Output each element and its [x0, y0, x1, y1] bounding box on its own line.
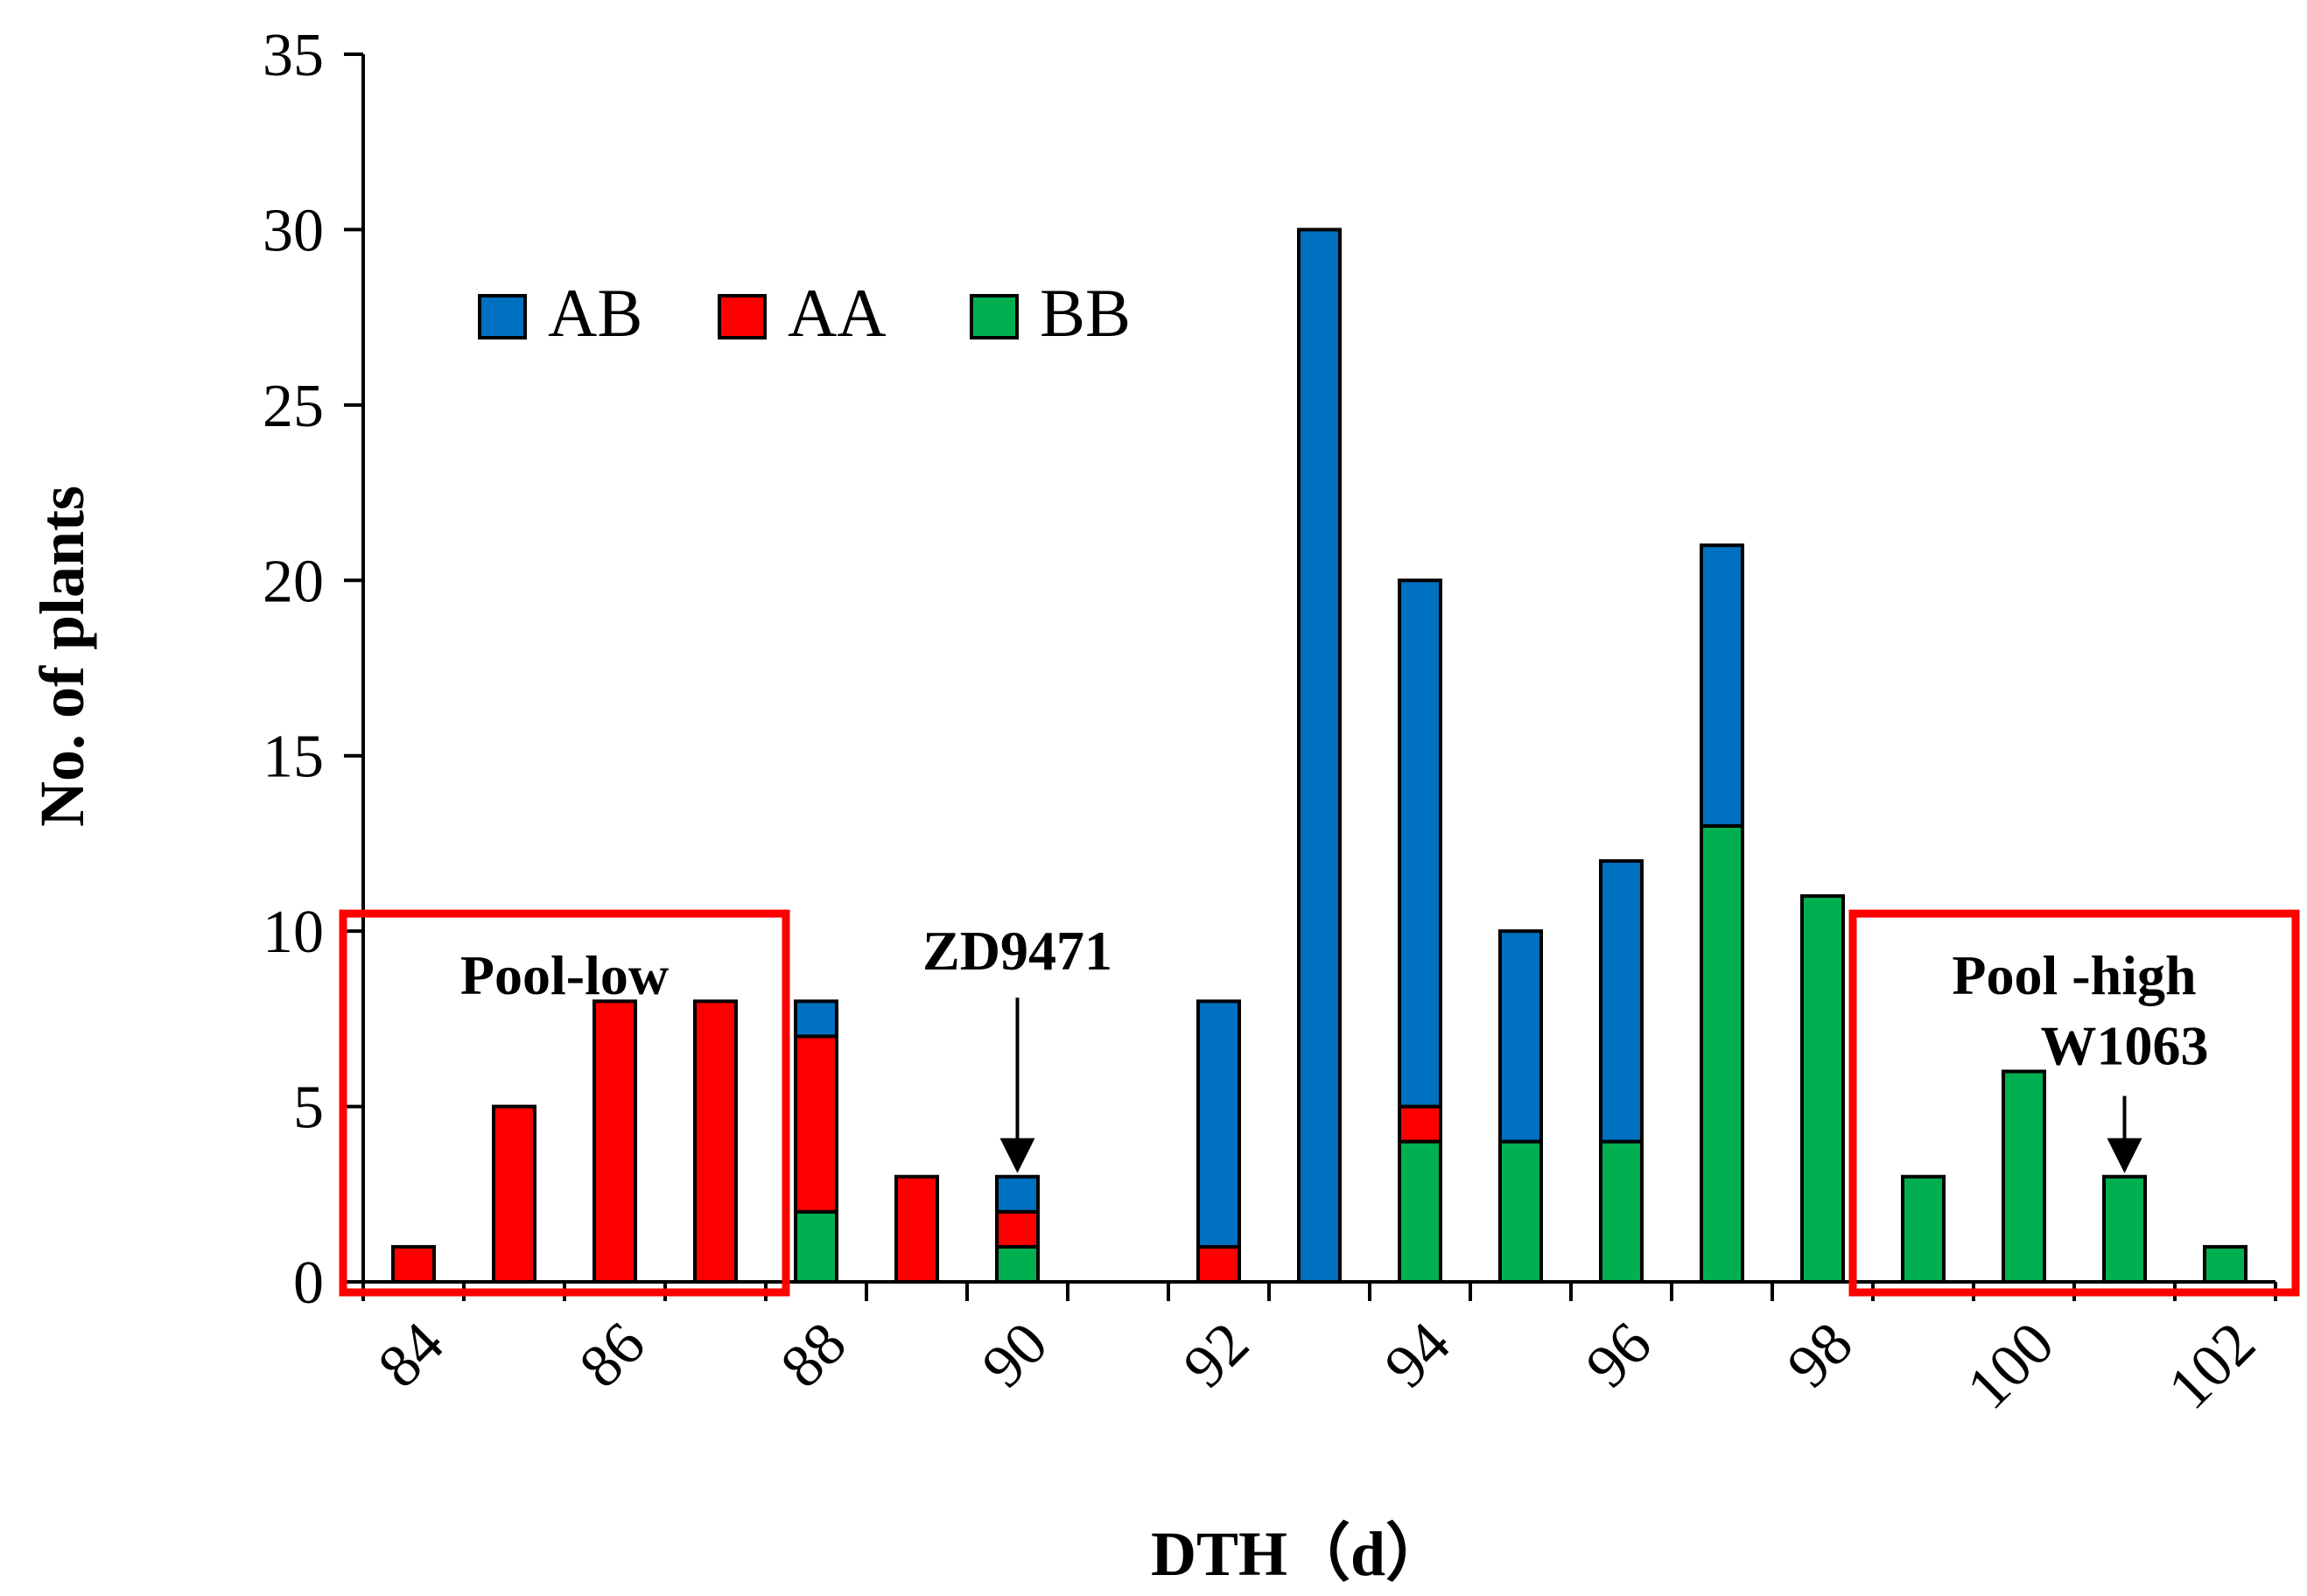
- axes: 0 5 10 15 20 25 30 35 84 86 88 90 92 94 96 98 100 102: [263, 22, 2277, 1423]
- x-tick-label-84: 84: [366, 1310, 457, 1401]
- bar-bb-98: [1800, 894, 1845, 1284]
- bar-ab-94: [1398, 578, 1442, 1109]
- bar-aa-88: [794, 1034, 838, 1214]
- legend: AB AA BB: [478, 275, 1131, 351]
- bar-bb-97: [1700, 823, 1744, 1284]
- x-tick-label-90: 90: [970, 1310, 1061, 1401]
- x-tick-label-96: 96: [1574, 1310, 1665, 1401]
- y-tick-label-20: 20: [263, 548, 324, 615]
- bar-bb-100: [2002, 1069, 2046, 1284]
- bar-aa-84: [391, 1244, 436, 1284]
- legend-label-ab: AB: [548, 275, 642, 351]
- bar-bb-95: [1498, 1139, 1543, 1284]
- bar-ab-97: [1700, 543, 1744, 828]
- x-tick-label-88: 88: [768, 1310, 859, 1401]
- bar-bb-96: [1599, 1139, 1644, 1284]
- y-axis-title: No. of plants: [27, 486, 97, 827]
- y-tick-label-5: 5: [293, 1074, 324, 1142]
- bar-bb-101: [2102, 1174, 2147, 1284]
- y-tick-label-10: 10: [263, 899, 324, 966]
- arrow-head-w1063: [2107, 1138, 2142, 1173]
- legend-swatch-bb: [970, 294, 1019, 340]
- x-tick-label-102: 102: [2156, 1310, 2268, 1423]
- bar-aa-89: [894, 1174, 939, 1284]
- bar-ab-95: [1498, 929, 1543, 1144]
- annotation-box-pool-low: [339, 909, 790, 1297]
- x-tick-label-98: 98: [1775, 1310, 1866, 1401]
- y-tick-label-15: 15: [263, 724, 324, 791]
- legend-swatch-aa: [718, 294, 767, 340]
- annotation-label-pool-high: Pool -high: [1952, 944, 2196, 1006]
- bar-bb-90: [995, 1244, 1040, 1284]
- bar-aa-94: [1398, 1104, 1442, 1144]
- bar-aa-92: [1196, 1244, 1241, 1284]
- legend-swatch-ab: [478, 294, 527, 340]
- bar-bb-99: [1901, 1174, 1946, 1284]
- arrow-head-zd9471: [999, 1138, 1035, 1173]
- annotations: Pool-low Pool -high ZD9471 W1063: [339, 909, 2300, 1297]
- bar-aa-86: [593, 999, 637, 1284]
- annotation-box-pool-high: [1848, 909, 2300, 1297]
- x-tick-label-92: 92: [1171, 1310, 1262, 1401]
- legend-label-aa: AA: [788, 275, 887, 351]
- y-tick-label-30: 30: [263, 197, 324, 264]
- annotation-label-pool-low: Pool-low: [460, 944, 669, 1006]
- bar-aa-87: [693, 999, 738, 1284]
- bar-ab-92: [1196, 999, 1241, 1249]
- y-tick-label-35: 35: [263, 22, 324, 89]
- annotation-label-zd9471: ZD9471: [922, 920, 1112, 982]
- bar-ab-90: [995, 1174, 1040, 1214]
- y-tick-label-0: 0: [293, 1250, 324, 1317]
- bar-aa-90: [995, 1209, 1040, 1249]
- x-axis-title: DTH（d）: [1151, 1519, 1448, 1589]
- legend-label-bb: BB: [1040, 275, 1131, 351]
- x-tick-label-94: 94: [1372, 1310, 1463, 1401]
- bar-bb-94: [1398, 1139, 1442, 1284]
- bar-ab-88: [794, 999, 838, 1039]
- bar-aa-85: [492, 1104, 536, 1284]
- bar-bb-88: [794, 1209, 838, 1284]
- bar-bb-102: [2203, 1244, 2247, 1284]
- bar-ab-93: [1297, 228, 1342, 1284]
- x-tick-label-100: 100: [1954, 1310, 2067, 1423]
- bar-ab-96: [1599, 858, 1644, 1144]
- bars: [391, 228, 2247, 1284]
- y-tick-label-25: 25: [263, 373, 324, 440]
- annotation-label-w1063: W1063: [2041, 1014, 2209, 1076]
- x-tick-label-86: 86: [567, 1310, 658, 1401]
